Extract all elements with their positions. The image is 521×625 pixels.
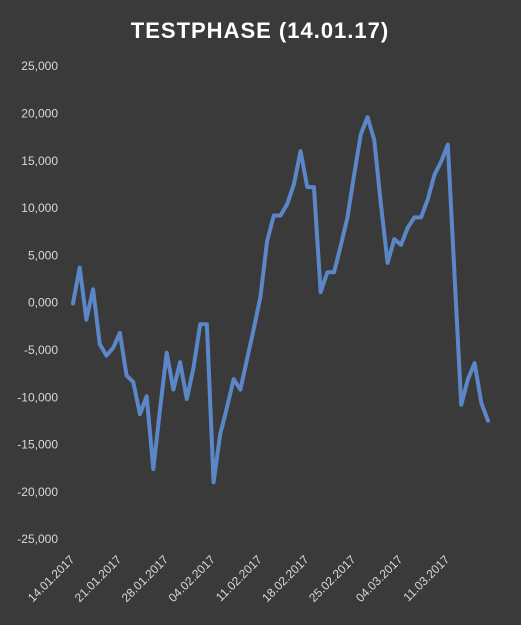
y-tick-label: -15,000 — [17, 438, 58, 452]
y-tick-label: -20,000 — [17, 485, 58, 499]
y-tick-label: -5,000 — [24, 343, 58, 357]
chart-title: TESTPHASE (14.01.17) — [131, 18, 389, 43]
y-tick-label: 10,000 — [21, 201, 58, 215]
y-tick-label: 0,000 — [28, 296, 58, 310]
y-tick-label: 15,000 — [21, 154, 58, 168]
y-tick-label: -10,000 — [17, 390, 58, 404]
data-line — [71, 115, 490, 485]
y-tick-label: 5,000 — [28, 248, 58, 262]
y-tick-label: -25,000 — [17, 532, 58, 546]
y-tick-label: 20,000 — [21, 106, 58, 120]
y-tick-label: 25,000 — [21, 59, 58, 73]
